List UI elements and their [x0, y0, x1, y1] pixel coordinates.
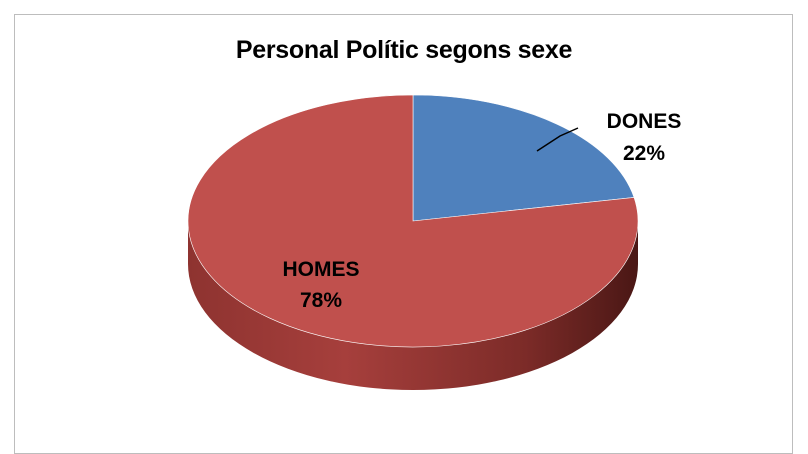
label-homes: HOMES [282, 258, 359, 281]
label-dones: DONES [607, 110, 682, 133]
leader-line-dones [536, 127, 579, 152]
pie-side-homes [188, 221, 638, 390]
pie-slice-homes [187, 94, 639, 348]
label-group: DONES 22% HOMES 78% [282, 110, 681, 312]
label-homes-percent: 78% [300, 289, 342, 312]
pie-group [187, 94, 639, 390]
label-dones-percent: 22% [623, 142, 665, 165]
pie-slice-dones [412, 94, 635, 222]
chart-title: Personal Polític segons sexe [235, 36, 573, 64]
